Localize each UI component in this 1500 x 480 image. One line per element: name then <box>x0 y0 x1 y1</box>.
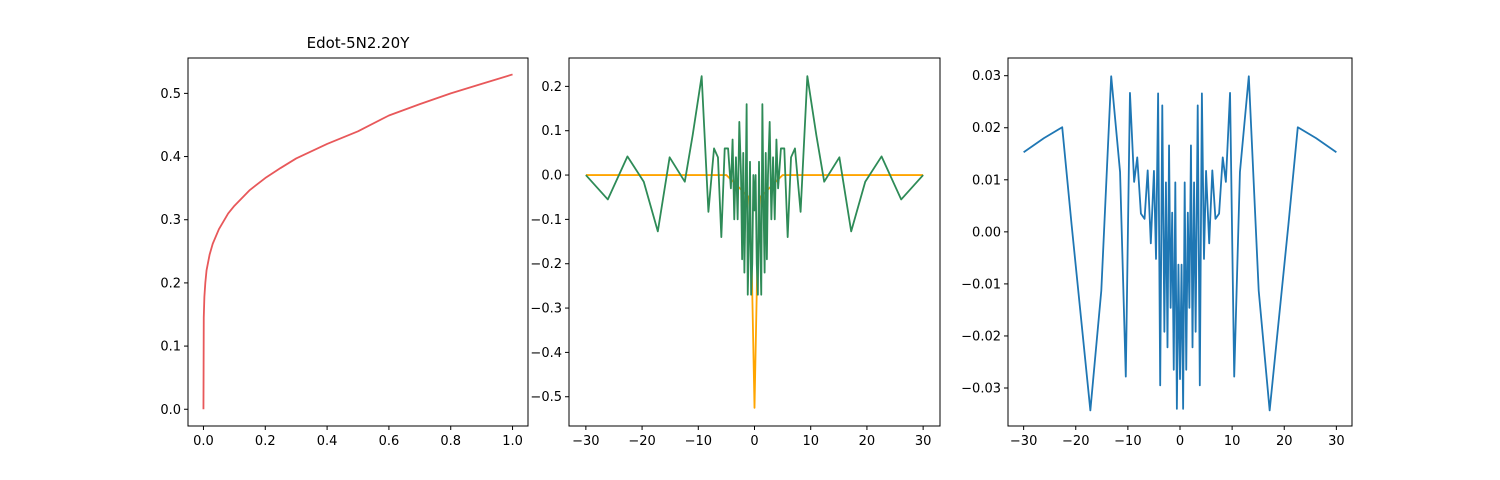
y-tick-label: 0.1 <box>541 124 562 139</box>
y-tick-label: 0.2 <box>541 80 562 95</box>
chart-panel-right: −30 −20 −10 0 10 20 30 −0.03 −0.02 −0.01 0.00 0.01 0… <box>961 57 1353 449</box>
y-tick-label: 0.01 <box>972 173 1001 188</box>
x-tick-label: 20 <box>1276 434 1293 449</box>
y-tick-label: 0.0 <box>541 169 562 184</box>
y-tick-label: 0.3 <box>160 213 181 228</box>
axes-frame <box>187 57 529 427</box>
x-tick-label: −20 <box>1062 434 1089 449</box>
x-tick-label: 10 <box>1224 434 1241 449</box>
y-tick-label: −0.1 <box>530 213 562 228</box>
series-line-1 <box>1023 75 1337 412</box>
x-tick-label: −10 <box>685 434 712 449</box>
x-tick-label: 30 <box>1328 434 1345 449</box>
y-tick-label: −0.03 <box>961 382 1001 397</box>
x-tick-label: 30 <box>915 434 932 449</box>
x-tick-label: 0 <box>750 434 758 449</box>
y-tick-label: 0.00 <box>972 225 1001 240</box>
y-tick-label: −0.02 <box>961 329 1001 344</box>
y-tick-label: 0.1 <box>160 340 181 355</box>
y-tick-label: 0.0 <box>160 403 181 418</box>
x-tick-label: 0 <box>1176 434 1184 449</box>
chart-panel-middle: −30 −20 −10 0 10 20 30 −0.5 −0.4 −0.3 −0.2 −0.1 0.0 0… <box>530 57 941 449</box>
x-tick-label: 0.0 <box>193 434 214 449</box>
x-tick-label: −20 <box>628 434 655 449</box>
y-tick-label: −0.4 <box>530 346 562 361</box>
x-tick-label: 10 <box>802 434 819 449</box>
y-tick-label: −0.01 <box>961 277 1001 292</box>
y-tick-label: −0.2 <box>530 257 562 272</box>
chart-title: Edot-5N2.20Y <box>307 34 411 52</box>
x-tick-label: −10 <box>1114 434 1141 449</box>
series-line-1 <box>202 73 513 410</box>
y-tick-label: 0.4 <box>160 150 181 165</box>
chart-panel-left: 0.0 0.2 0.4 0.6 0.8 1.0 0.0 0.1 0.2 0.3 0.4 0.5 <box>160 57 529 449</box>
y-tick-label: 0.2 <box>160 276 181 291</box>
y-tick-label: 0.02 <box>972 121 1001 136</box>
series-line-2 <box>585 75 924 296</box>
y-tick-label: 0.5 <box>160 87 181 102</box>
x-tick-label: 0.4 <box>317 434 338 449</box>
y-tick-label: −0.3 <box>530 302 562 317</box>
x-tick-label: −30 <box>572 434 599 449</box>
x-tick-label: −30 <box>1010 434 1037 449</box>
x-tick-label: 0.8 <box>440 434 461 449</box>
y-tick-label: 0.03 <box>972 69 1001 84</box>
x-tick-label: 1.0 <box>502 434 523 449</box>
x-tick-label: 0.6 <box>379 434 400 449</box>
y-tick-label: −0.5 <box>530 390 562 405</box>
x-tick-label: 0.2 <box>255 434 276 449</box>
x-tick-label: 20 <box>859 434 876 449</box>
